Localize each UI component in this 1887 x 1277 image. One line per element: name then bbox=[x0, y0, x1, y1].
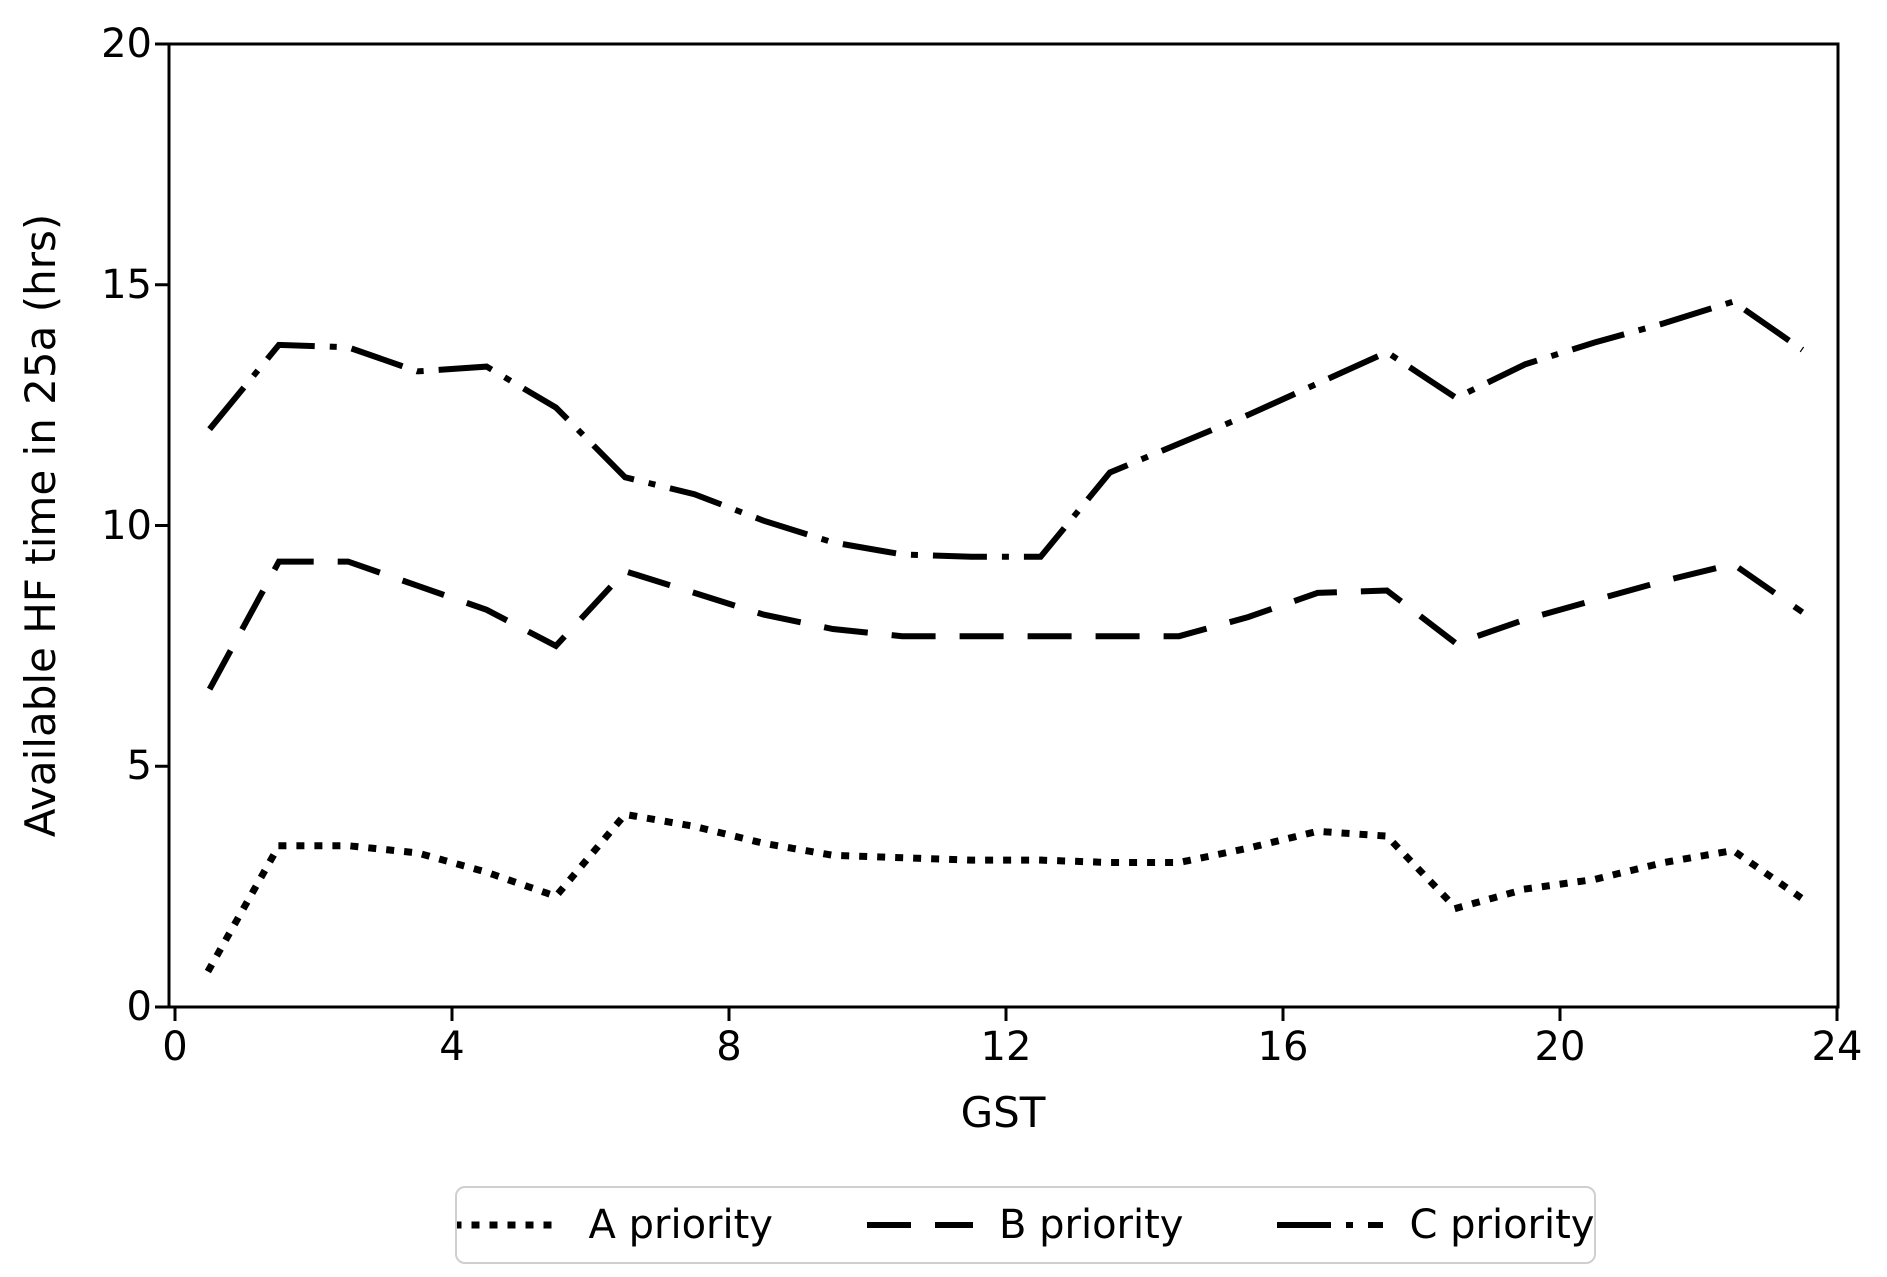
legend-item-a-priority: A priority bbox=[456, 1202, 773, 1248]
x-axis-title: GST bbox=[960, 1088, 1046, 1137]
legend-label: C priority bbox=[1409, 1202, 1595, 1248]
legend-item-b-priority: B priority bbox=[866, 1202, 1184, 1248]
series-line-b-priority bbox=[206, 558, 1805, 691]
x-tick-label: 4 bbox=[439, 1024, 465, 1070]
y-tick-label: 0 bbox=[126, 984, 152, 1030]
legend-label: B priority bbox=[998, 1202, 1184, 1248]
legend-item-c-priority: C priority bbox=[1277, 1202, 1594, 1248]
y-tick-label: 10 bbox=[101, 502, 152, 549]
dashed-line-sample-icon bbox=[866, 1222, 973, 1228]
legend-label: A priority bbox=[588, 1202, 773, 1248]
x-tick-label: 24 bbox=[1811, 1024, 1863, 1070]
x-tick-label: 16 bbox=[1257, 1024, 1309, 1070]
series-line-a-priority bbox=[204, 810, 1808, 974]
series-line-c-priority bbox=[207, 298, 1805, 560]
x-tick-label: 0 bbox=[162, 1024, 188, 1070]
dotted-line-sample-icon bbox=[456, 1221, 563, 1229]
x-tick-label: 20 bbox=[1534, 1024, 1586, 1070]
x-tick-label: 12 bbox=[980, 1024, 1032, 1070]
y-tick-label: 15 bbox=[101, 261, 152, 308]
x-tick-label: 8 bbox=[716, 1024, 742, 1070]
y-tick-label: 20 bbox=[101, 21, 152, 67]
dashdot-line-sample-icon bbox=[1277, 1222, 1384, 1228]
legend: A priority B priority C priority bbox=[455, 1186, 1596, 1264]
y-tick-label: 5 bbox=[126, 743, 152, 790]
